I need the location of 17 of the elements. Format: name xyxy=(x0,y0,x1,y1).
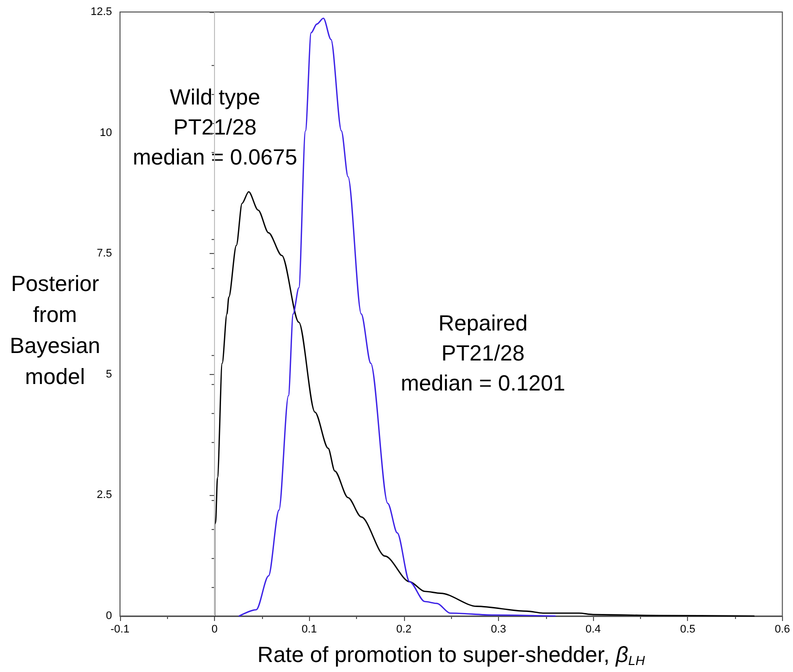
x-tick-label: 0.2 xyxy=(396,624,412,636)
x-tick-label: 0 xyxy=(212,624,218,636)
x-tick-label: 0.1 xyxy=(302,624,317,636)
x-tick-label: -0.1 xyxy=(110,624,130,636)
y-axis-title: Posterior from Bayesian model xyxy=(10,271,100,389)
x-tick-label: 0.3 xyxy=(490,624,506,636)
line-series xyxy=(214,191,755,617)
x-tick-label: 0.4 xyxy=(585,624,601,636)
y-tick-label: 12.5 xyxy=(90,6,112,18)
y-tick-label: 0 xyxy=(106,610,112,622)
annotation: Repaired PT21/28 median = 0.1201 xyxy=(400,310,566,396)
x-tick-label: 0.5 xyxy=(680,624,696,636)
y-tick-label: 5 xyxy=(106,368,112,380)
y-tick-label: 2.5 xyxy=(96,489,112,502)
x-tick-label: 0.6 xyxy=(774,624,790,636)
y-tick-label: 7.5 xyxy=(96,248,112,260)
y-tick-label: 10 xyxy=(100,126,112,139)
